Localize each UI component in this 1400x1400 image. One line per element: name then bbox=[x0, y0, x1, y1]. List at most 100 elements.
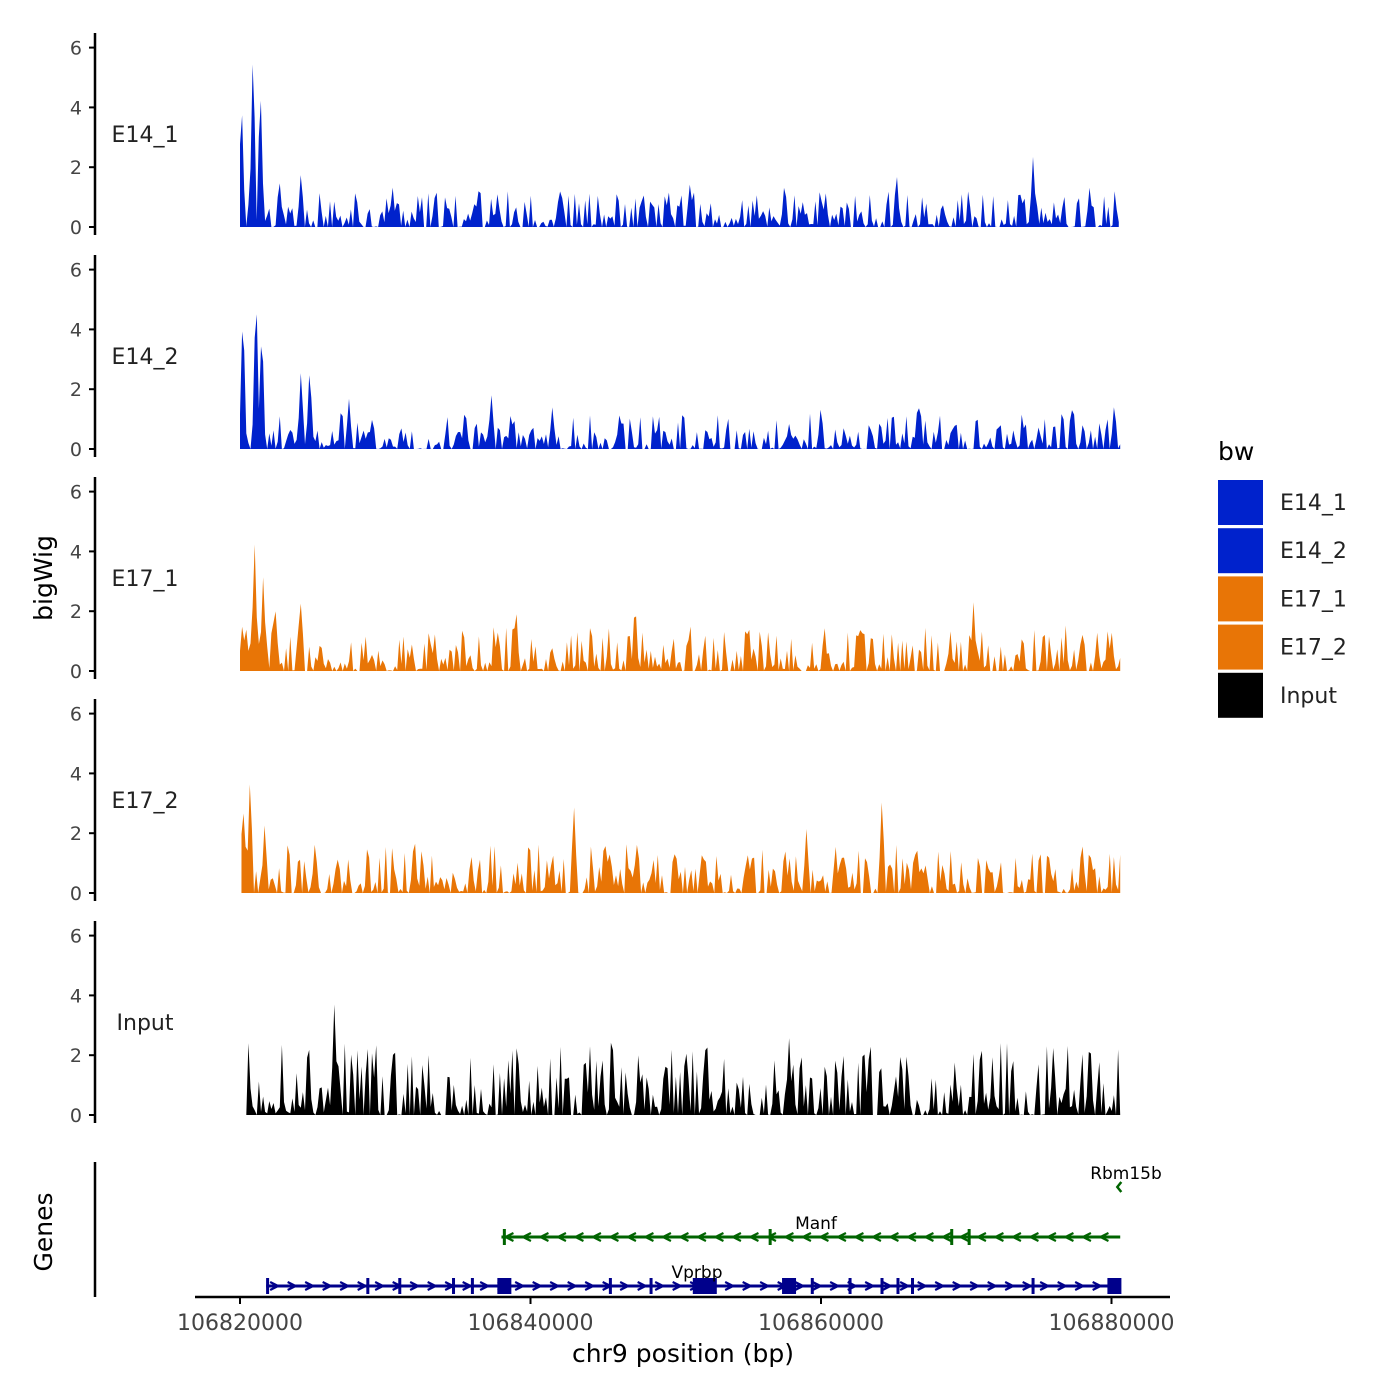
gene-label: Rbm15b bbox=[1090, 1164, 1162, 1184]
gene-Manf: Manf bbox=[501, 1214, 1121, 1245]
gene-label: Vprbp bbox=[672, 1263, 723, 1283]
strand-arrow bbox=[514, 1281, 526, 1291]
strand-arrow bbox=[590, 1232, 602, 1242]
legend-label: E17_2 bbox=[1280, 636, 1347, 661]
exon bbox=[1031, 1278, 1035, 1294]
strand-arrow bbox=[537, 1232, 549, 1242]
y-tick-label: 6 bbox=[70, 482, 82, 504]
y-tick-label: 4 bbox=[70, 763, 82, 785]
strand-arrow bbox=[712, 1232, 724, 1242]
y-tick-label: 0 bbox=[70, 661, 82, 683]
track-E14_2: 0 2 4 6 E14_2 bbox=[70, 255, 1121, 461]
y-tick-label: 2 bbox=[70, 379, 82, 401]
legend-swatch bbox=[1218, 624, 1263, 670]
exon bbox=[366, 1278, 370, 1294]
strand-arrow bbox=[572, 1232, 584, 1242]
legend-label: E17_1 bbox=[1280, 587, 1347, 612]
exon bbox=[782, 1278, 797, 1294]
strand-arrow bbox=[724, 1281, 736, 1291]
coverage-area bbox=[240, 1004, 1121, 1115]
strand-arrow bbox=[987, 1281, 999, 1291]
strand-arrow bbox=[304, 1281, 316, 1291]
legend-swatch bbox=[1218, 576, 1263, 622]
strand-arrow bbox=[765, 1232, 777, 1242]
track-label: Input bbox=[117, 1011, 174, 1036]
strand-arrow bbox=[532, 1281, 544, 1291]
strand-arrow bbox=[427, 1281, 439, 1291]
exon bbox=[967, 1229, 971, 1245]
strand-arrow bbox=[852, 1232, 864, 1242]
strand-arrow bbox=[619, 1281, 631, 1291]
y-tick-label: 4 bbox=[70, 97, 82, 119]
strand-arrow bbox=[672, 1281, 684, 1291]
exon bbox=[497, 1278, 512, 1294]
y-tick-label: 6 bbox=[70, 260, 82, 282]
exon bbox=[608, 1278, 612, 1294]
strand-arrow bbox=[1057, 1281, 1069, 1291]
strand-arrow bbox=[817, 1232, 829, 1242]
track-label: E14_2 bbox=[112, 345, 179, 370]
strand-arrow bbox=[1092, 1281, 1104, 1291]
track-label: E17_2 bbox=[112, 789, 179, 814]
strand-arrow bbox=[520, 1232, 532, 1242]
coverage-area bbox=[240, 314, 1121, 449]
strand-arrow bbox=[975, 1232, 987, 1242]
strand-arrow bbox=[1004, 1281, 1016, 1291]
strand-arrow bbox=[940, 1232, 952, 1242]
y-tick-label: 4 bbox=[70, 985, 82, 1007]
y-axis-title: bigWig bbox=[29, 535, 58, 621]
strand-arrow bbox=[555, 1232, 567, 1242]
exon bbox=[950, 1229, 954, 1245]
strand-arrow bbox=[1080, 1232, 1092, 1242]
y-tick-label: 6 bbox=[70, 38, 82, 60]
x-tick-label: 106880000 bbox=[1049, 1311, 1175, 1336]
strand-arrow bbox=[607, 1232, 619, 1242]
strand-arrow bbox=[1039, 1281, 1051, 1291]
y-tick-label: 6 bbox=[70, 704, 82, 726]
coverage-area bbox=[240, 64, 1119, 227]
strand-arrow bbox=[1045, 1232, 1057, 1242]
y-tick-label: 6 bbox=[70, 926, 82, 948]
exon bbox=[398, 1278, 402, 1294]
legend-label: E14_2 bbox=[1280, 539, 1347, 564]
strand-arrow bbox=[742, 1281, 754, 1291]
strand-arrow bbox=[567, 1281, 579, 1291]
strand-arrow bbox=[584, 1281, 596, 1291]
coverage-area bbox=[240, 544, 1121, 671]
strand-arrow bbox=[654, 1281, 666, 1291]
strand-arrow bbox=[952, 1281, 964, 1291]
strand-arrow bbox=[969, 1281, 981, 1291]
strand-arrow bbox=[374, 1281, 386, 1291]
strand-arrow bbox=[992, 1232, 1004, 1242]
strand-arrow bbox=[1022, 1281, 1034, 1291]
y-tick-label: 0 bbox=[70, 439, 82, 461]
exon bbox=[692, 1278, 717, 1294]
exon bbox=[266, 1278, 270, 1294]
strand-arrow bbox=[870, 1232, 882, 1242]
y-tick-label: 0 bbox=[70, 1105, 82, 1127]
strand-arrow bbox=[642, 1232, 654, 1242]
tracks-panel: 0 2 4 6 E14_1 0 2 4 6 E14_2 0 2 4 6 E17_1 0 2 4 6 E17_2 0 2 4 6… bbox=[70, 33, 1121, 1127]
exon bbox=[649, 1278, 653, 1294]
strand-arrow bbox=[357, 1281, 369, 1291]
strand-arrow bbox=[269, 1281, 281, 1291]
strand-arrow bbox=[800, 1232, 812, 1242]
x-tick-label: 106840000 bbox=[468, 1311, 594, 1336]
legend-label: E14_1 bbox=[1280, 491, 1347, 516]
exon bbox=[1107, 1278, 1122, 1294]
strand-arrow bbox=[1097, 1232, 1109, 1242]
y-tick-label: 0 bbox=[70, 217, 82, 239]
y-tick-label: 2 bbox=[70, 157, 82, 179]
strand-arrow bbox=[887, 1232, 899, 1242]
y-tick-label: 2 bbox=[70, 601, 82, 623]
strand-arrow bbox=[322, 1281, 334, 1291]
strand-arrow bbox=[782, 1232, 794, 1242]
strand-arrow bbox=[1010, 1232, 1022, 1242]
strand-arrow bbox=[882, 1281, 894, 1291]
legend: bw E14_1 E14_2 E17_1 E17_2 Input bbox=[1218, 437, 1347, 718]
exon bbox=[911, 1278, 915, 1294]
strand-arrow bbox=[922, 1232, 934, 1242]
strand-arrow bbox=[905, 1232, 917, 1242]
strand-arrow bbox=[759, 1281, 771, 1291]
track-E17_1: 0 2 4 6 E17_1 bbox=[70, 477, 1121, 683]
